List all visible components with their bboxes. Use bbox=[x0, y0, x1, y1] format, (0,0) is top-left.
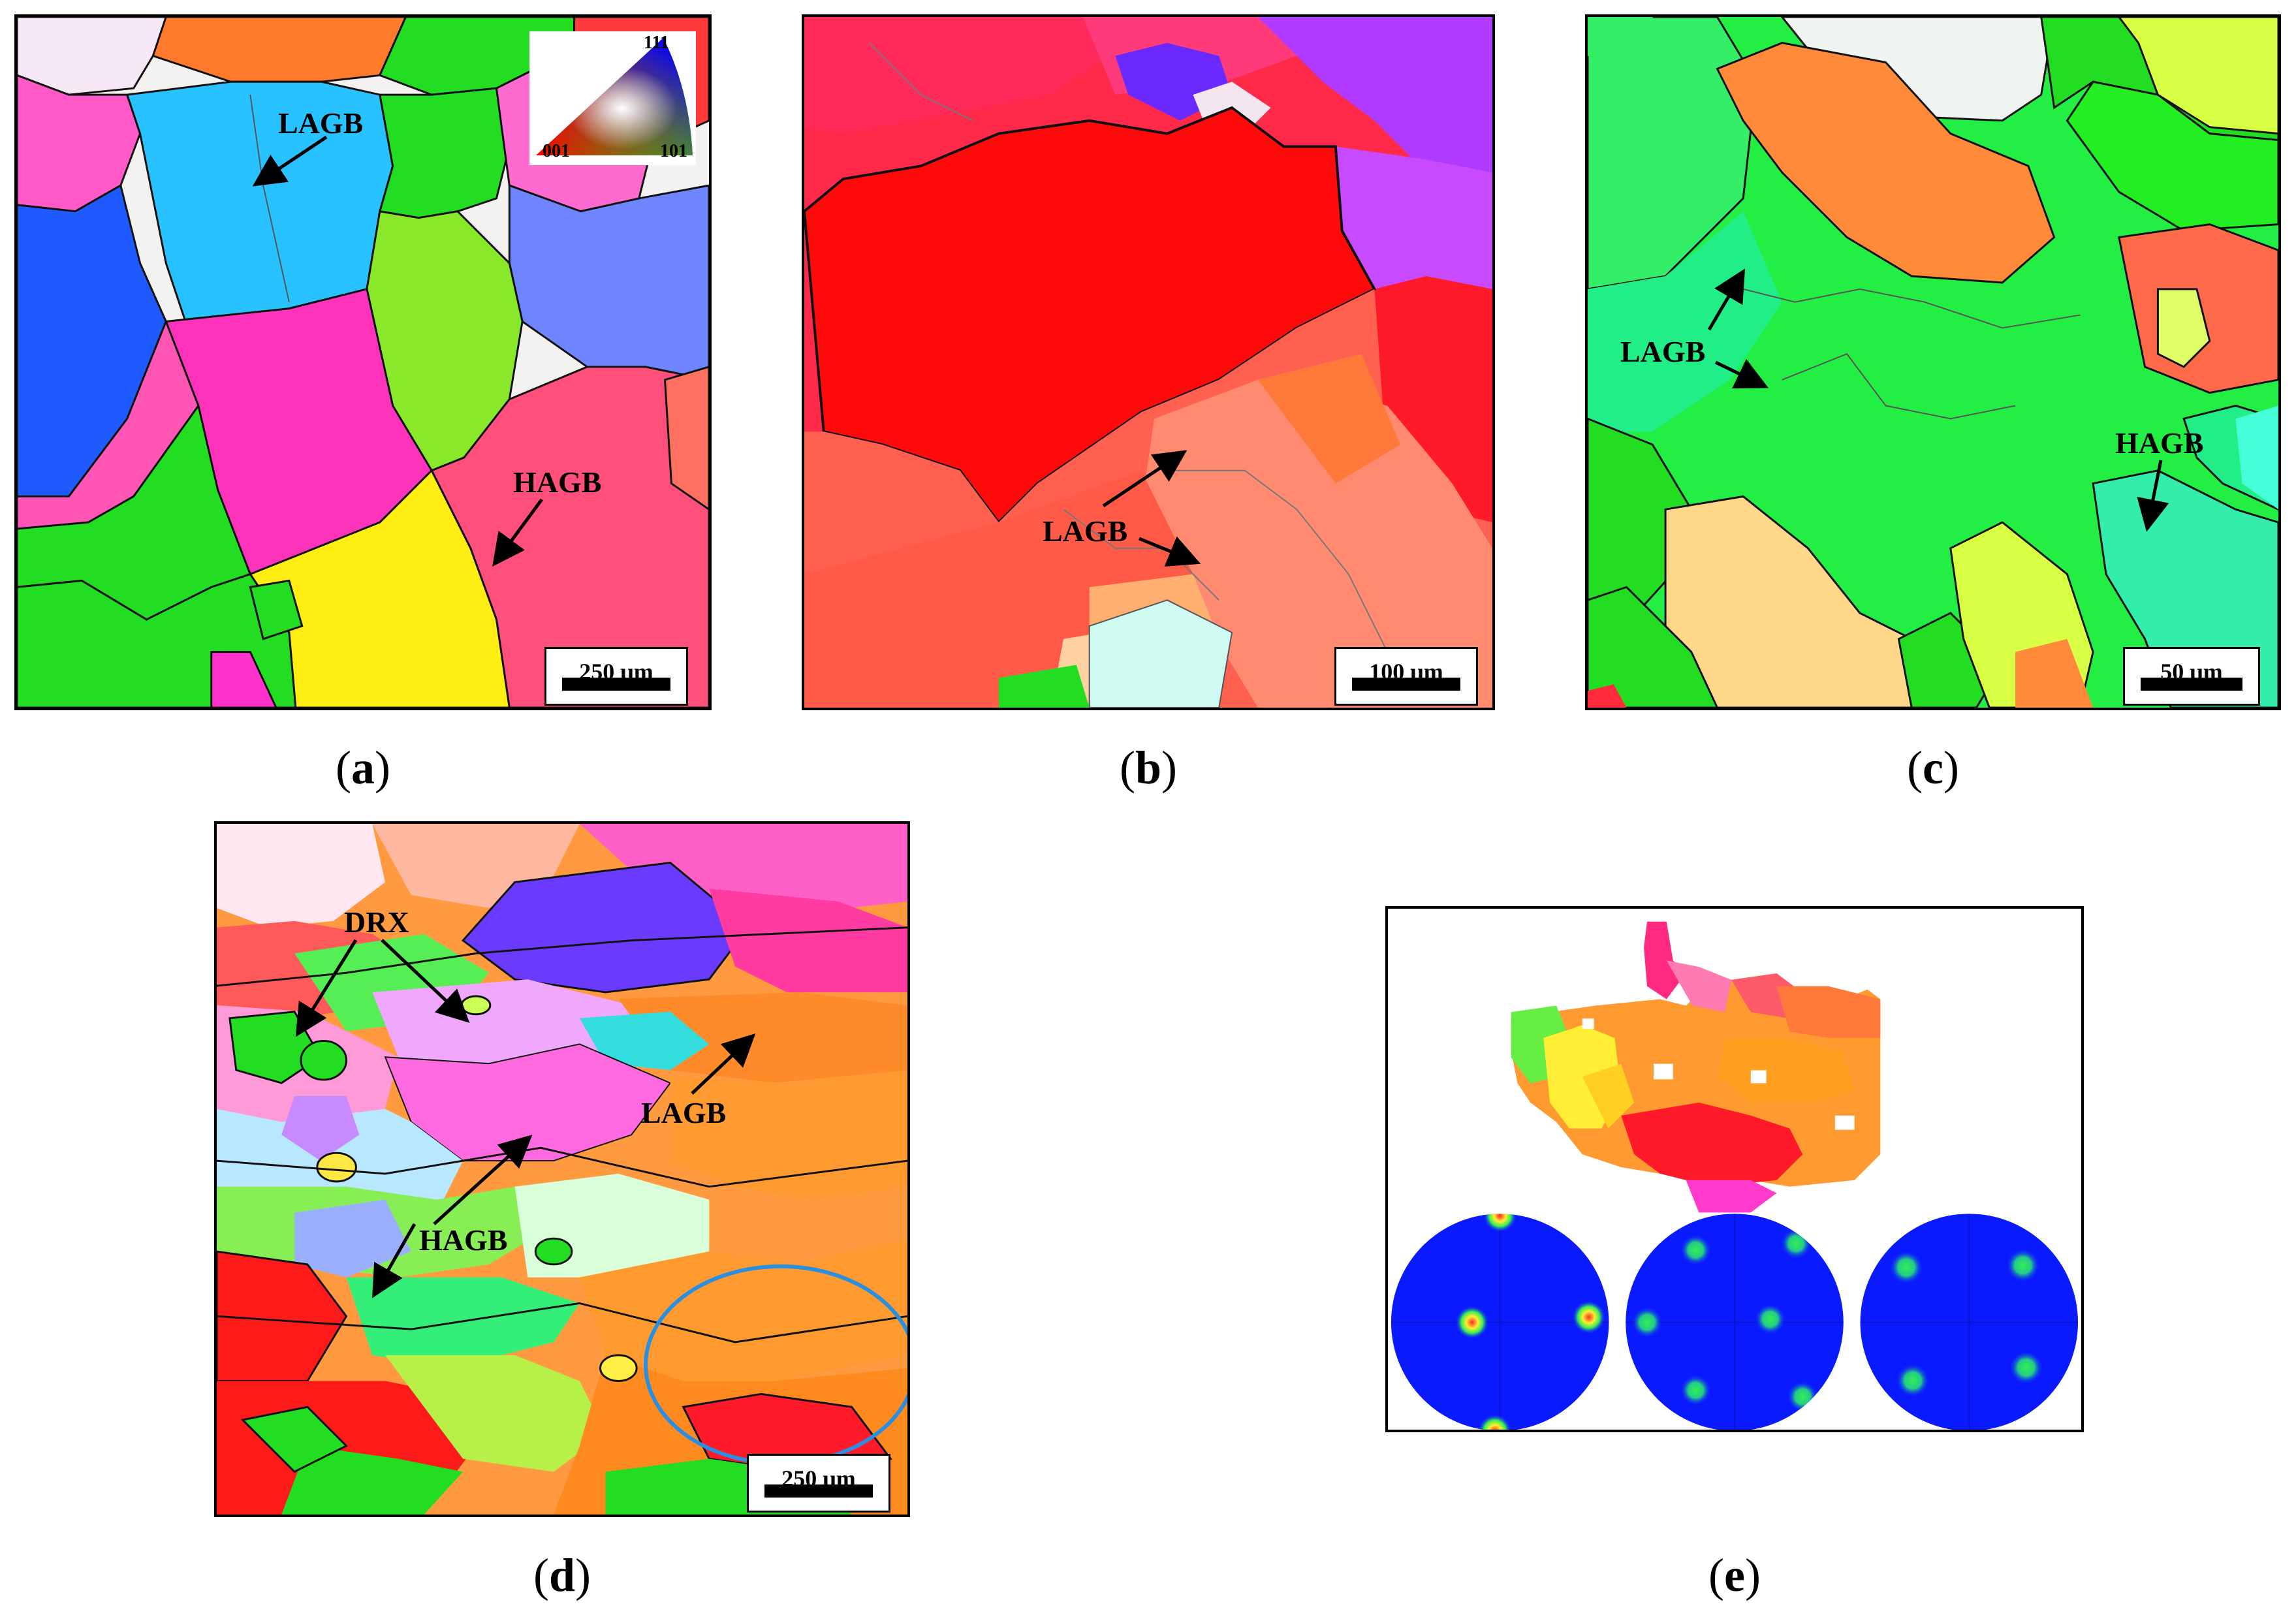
caption-a: (a) bbox=[336, 742, 390, 794]
grain-map-c bbox=[1588, 17, 2278, 708]
grain-map-d bbox=[217, 824, 907, 1515]
annotation-hagb: HAGB bbox=[513, 465, 602, 499]
annotation-hagb: HAGB bbox=[2115, 426, 2204, 460]
annotation-lagb: LAGB bbox=[641, 1096, 727, 1129]
annotation-lagb: LAGB bbox=[1620, 335, 1706, 368]
ipf-triangle-icon bbox=[536, 38, 693, 155]
grain-map-b bbox=[804, 17, 1492, 708]
scale-bar-line bbox=[764, 1484, 873, 1498]
caption-c: (c) bbox=[1907, 742, 1959, 794]
scale-bar-line bbox=[1352, 678, 1460, 691]
annotation-drx: DRX bbox=[344, 905, 409, 939]
ipf-label-111: 111 bbox=[644, 33, 669, 53]
isolated-grain-map bbox=[1511, 921, 1881, 1213]
pole-figure-1 bbox=[1391, 1214, 1609, 1430]
ipf-label-101: 101 bbox=[660, 141, 687, 161]
pole-figure-3 bbox=[1860, 1214, 2079, 1430]
ipf-label-001: 001 bbox=[543, 141, 570, 161]
scale-bar-line bbox=[2141, 678, 2242, 691]
panel-c-ipf-map: LAGB HAGB 50 μm bbox=[1585, 14, 2281, 710]
caption-d: (d) bbox=[533, 1549, 591, 1601]
scale-bar-line bbox=[562, 678, 670, 691]
scale-bar: 250 μm bbox=[747, 1454, 890, 1513]
pole-figure-2 bbox=[1626, 1214, 1844, 1430]
annotation-hagb: HAGB bbox=[419, 1223, 508, 1257]
panel-a-ipf-map: 111 001 101 LAGB HAGB 250 μm bbox=[14, 14, 712, 710]
panel-e-grain-and-pole-figures bbox=[1385, 906, 2084, 1432]
scale-bar: 250 μm bbox=[544, 647, 688, 706]
scale-bar: 50 μm bbox=[2123, 647, 2260, 706]
panel-b-ipf-map: LAGB 100 μm bbox=[802, 14, 1495, 710]
ipf-color-key: 111 001 101 bbox=[529, 31, 696, 165]
annotation-lagb: LAGB bbox=[1043, 514, 1128, 548]
panel-d-ipf-map: DRX LAGB HAGB 250 μm bbox=[214, 821, 910, 1517]
grain-and-pole-figures bbox=[1388, 909, 2081, 1430]
scale-bar: 100 μm bbox=[1334, 647, 1478, 706]
annotation-lagb: LAGB bbox=[278, 106, 364, 140]
caption-b: (b) bbox=[1119, 742, 1177, 794]
caption-e: (e) bbox=[1708, 1549, 1761, 1601]
